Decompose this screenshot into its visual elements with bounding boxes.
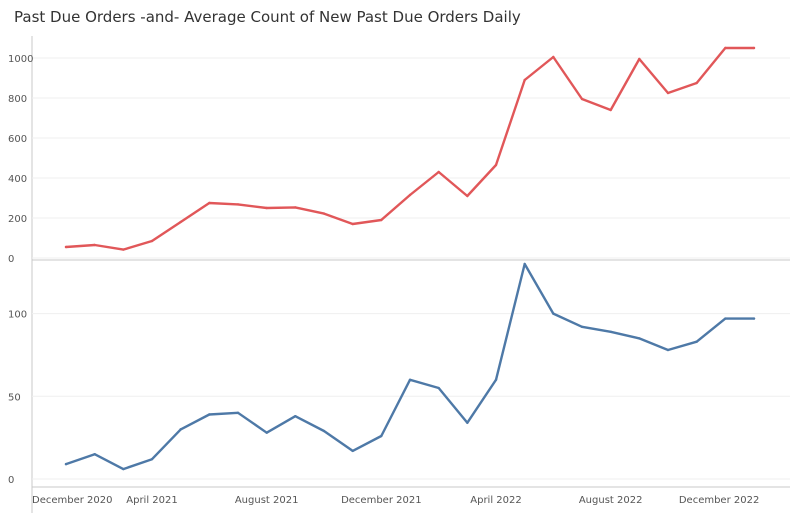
data-point <box>437 170 440 174</box>
x-tick-label: August 2022 <box>579 495 643 506</box>
data-point <box>466 421 469 424</box>
data-point <box>552 312 555 315</box>
data-point <box>523 78 526 82</box>
data-point <box>179 428 182 431</box>
data-point <box>122 467 125 471</box>
data-point <box>494 163 498 167</box>
data-point <box>208 413 211 416</box>
data-point <box>408 193 412 197</box>
data-point <box>752 317 756 320</box>
y-tick-label: 100 <box>8 310 27 321</box>
y-tick-label: 50 <box>8 392 21 403</box>
data-point <box>150 457 154 461</box>
y-tick-label: 0 <box>8 475 14 486</box>
data-point <box>64 462 68 466</box>
panel-average-new-past-due-daily: 0 50 100 <box>8 262 790 486</box>
data-point <box>695 340 698 343</box>
series-line <box>64 46 756 251</box>
y-tick-label: 200 <box>8 214 27 225</box>
data-point <box>580 97 584 101</box>
data-point <box>494 378 498 381</box>
x-axis-ticks: December 2020 April 2021 August 2021 Decemb… <box>32 495 759 506</box>
data-point <box>552 55 555 59</box>
data-point <box>523 262 526 266</box>
data-point <box>93 452 96 456</box>
series-line <box>64 262 756 471</box>
data-point <box>408 378 412 381</box>
y-tick-label: 600 <box>8 134 27 145</box>
data-point <box>609 108 612 112</box>
y-tick-label: 400 <box>8 174 27 185</box>
data-point <box>236 411 240 415</box>
panel-past-due-orders: 0 200 400 600 800 1000 <box>8 46 790 265</box>
data-point <box>666 91 670 95</box>
data-point <box>351 449 354 453</box>
data-point <box>64 245 68 249</box>
data-point <box>351 222 354 226</box>
data-point <box>609 330 612 334</box>
data-point <box>724 46 727 50</box>
data-point <box>437 386 440 390</box>
data-point <box>93 243 96 247</box>
data-point <box>265 206 268 210</box>
x-tick-label: April 2021 <box>126 495 177 506</box>
data-point <box>208 201 211 205</box>
y-tick-label: 800 <box>8 94 27 105</box>
data-point <box>638 337 641 340</box>
data-point <box>322 429 326 433</box>
data-point <box>179 220 182 224</box>
data-point <box>752 46 756 50</box>
data-point <box>380 218 383 222</box>
data-point <box>380 434 383 438</box>
data-point <box>294 414 297 418</box>
x-tick-label: April 2022 <box>470 495 521 506</box>
chart-title: Past Due Orders -and- Average Count of N… <box>14 8 521 26</box>
x-tick-label: December 2021 <box>341 495 421 506</box>
data-point <box>666 348 670 352</box>
data-point <box>150 239 154 243</box>
x-tick-label: December 2020 <box>32 495 112 506</box>
y-tick-label: 0 <box>8 254 14 265</box>
y-tick-label: 1000 <box>8 54 33 65</box>
data-point <box>294 206 297 209</box>
data-point <box>724 317 727 320</box>
x-tick-label: August 2021 <box>235 495 299 506</box>
data-point <box>638 57 641 61</box>
data-point <box>695 81 698 85</box>
data-point <box>265 431 268 434</box>
data-point <box>122 248 125 251</box>
data-point <box>466 194 469 198</box>
data-point <box>580 325 584 329</box>
data-point <box>322 212 326 215</box>
data-point <box>236 203 240 206</box>
x-tick-label: December 2022 <box>679 495 759 506</box>
